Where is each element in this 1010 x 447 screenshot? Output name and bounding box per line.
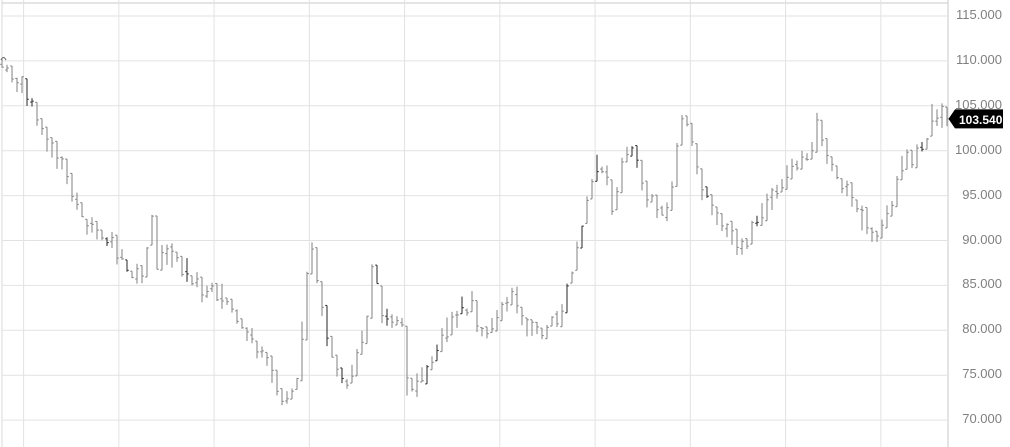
svg-text:103.540: 103.540 [959, 113, 1003, 127]
